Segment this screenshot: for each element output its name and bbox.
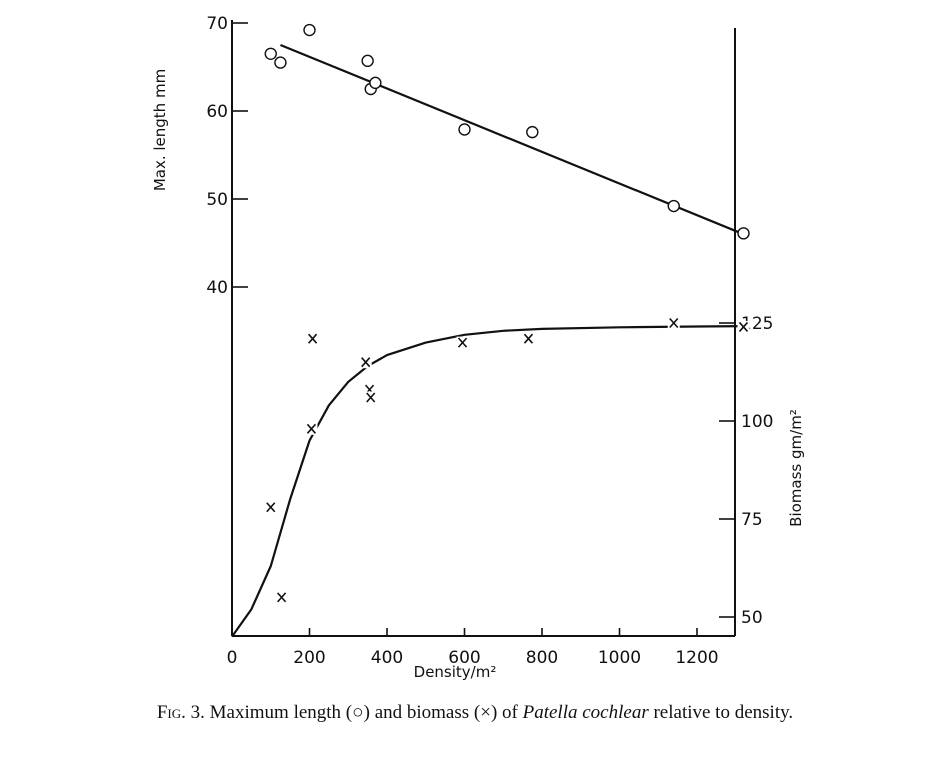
x-tick-label: 200	[293, 648, 325, 668]
length-point	[264, 47, 277, 60]
x-tick-label: 800	[526, 648, 558, 668]
y-left-tick-label: 60	[206, 102, 228, 122]
length-point	[526, 125, 539, 139]
y-left-tick-label: 50	[206, 190, 228, 210]
biomass-fit-curve	[231, 325, 744, 638]
biomass-point	[359, 356, 372, 369]
length-fit-line	[280, 43, 744, 236]
y-axis-right-label: Biomass gm/m²	[787, 409, 805, 527]
biomass-point	[264, 501, 277, 514]
length-point	[361, 54, 374, 68]
length-point	[274, 56, 287, 69]
biomass-point	[737, 320, 750, 333]
figure-caption: Fig. 3. Maximum length (○) and biomass (…	[0, 702, 950, 724]
caption-prefix: Fig. 3.	[156, 702, 205, 723]
x-tick-label: 1000	[598, 648, 641, 668]
x-tick-label: 1200	[675, 648, 718, 668]
y-left-tick-label: 70	[206, 14, 228, 34]
x-tick-label: 400	[371, 648, 403, 668]
length-point	[369, 76, 382, 90]
data-points	[264, 23, 750, 604]
biomass-point	[364, 391, 377, 404]
biomass-point	[306, 332, 319, 345]
fit-lines	[231, 43, 744, 638]
ticks	[231, 22, 735, 636]
x-tick-label: 600	[448, 648, 480, 668]
caption-species: Patella cochlear	[522, 702, 649, 723]
biomass-point	[456, 336, 469, 349]
length-point	[667, 199, 680, 213]
y-axis-left-label: Max. length mm	[151, 69, 169, 191]
length-point	[737, 227, 750, 240]
length-point	[303, 23, 316, 37]
biomass-point	[522, 332, 535, 345]
y-right-tick-label: 100	[741, 412, 773, 432]
biomass-point	[305, 422, 318, 435]
x-axis-label: Density/m²	[414, 663, 497, 681]
x-tick-label: 0	[227, 648, 238, 668]
y-left-tick-label: 40	[206, 278, 228, 298]
caption-suffix: relative to density.	[653, 702, 794, 723]
y-right-tick-label: 75	[741, 510, 763, 530]
length-point	[458, 123, 471, 136]
chart: 0 200 400 600 800 1000 1200405060705075100125 …	[151, 14, 805, 681]
biomass-point	[275, 591, 288, 604]
biomass-point	[667, 317, 680, 329]
y-right-tick-label: 50	[741, 608, 763, 628]
caption-text: Maximum length (○) and biomass (×) of	[209, 702, 518, 723]
